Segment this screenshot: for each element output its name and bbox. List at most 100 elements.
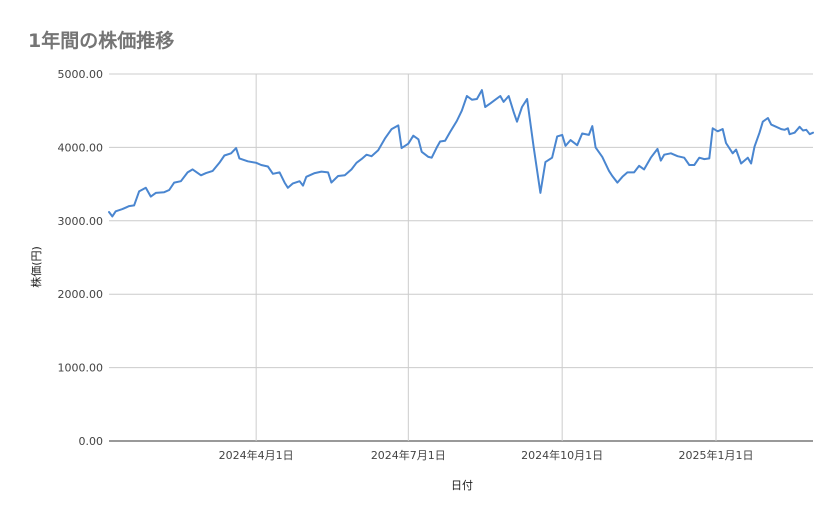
x-tick-label: 2024年7月1日	[371, 448, 446, 462]
data-point	[725, 142, 727, 144]
data-point	[377, 149, 379, 151]
data-point	[812, 132, 814, 134]
data-point	[128, 205, 130, 207]
data-point	[145, 187, 147, 189]
data-point	[783, 129, 785, 131]
data-point	[676, 155, 678, 157]
data-point	[758, 132, 760, 134]
data-point	[576, 144, 578, 146]
data-point	[564, 145, 566, 147]
data-point	[155, 192, 157, 194]
data-point	[173, 181, 175, 183]
data-point	[601, 156, 603, 158]
data-point	[421, 151, 423, 153]
data-point	[750, 162, 752, 164]
data-point	[513, 111, 515, 113]
data-point	[780, 128, 782, 130]
data-point	[650, 157, 652, 159]
series-group	[108, 89, 814, 218]
data-point	[283, 181, 285, 183]
data-point	[484, 106, 486, 108]
data-point	[108, 211, 110, 213]
data-point	[712, 127, 714, 129]
data-point	[611, 175, 613, 177]
data-point	[235, 147, 237, 149]
data-point	[205, 172, 207, 174]
data-point	[608, 170, 610, 172]
data-point	[502, 101, 504, 103]
data-point	[355, 162, 357, 164]
data-point	[740, 162, 742, 164]
data-point	[556, 135, 558, 137]
data-point	[350, 168, 352, 170]
x-axis-title: 日付	[451, 479, 473, 492]
data-point	[693, 164, 695, 166]
data-point	[793, 132, 795, 134]
data-point	[370, 155, 372, 157]
data-point	[180, 180, 182, 182]
data-point	[735, 148, 737, 150]
data-point	[643, 168, 645, 170]
data-point	[121, 208, 123, 210]
data-point	[390, 128, 392, 130]
data-point	[683, 157, 685, 159]
data-point	[747, 157, 749, 159]
data-point	[481, 89, 483, 91]
series-line	[108, 89, 814, 218]
y-tick-label: 1000.00	[58, 362, 104, 375]
data-point	[787, 127, 789, 129]
data-point	[305, 176, 307, 178]
data-point	[298, 180, 300, 182]
data-point	[191, 168, 193, 170]
data-point	[431, 157, 433, 159]
data-point	[278, 171, 280, 173]
data-point	[115, 210, 117, 212]
data-point	[588, 134, 590, 136]
data-point	[508, 95, 510, 97]
data-point	[327, 171, 329, 173]
data-point	[138, 190, 140, 192]
data-point	[337, 175, 339, 177]
data-point	[272, 173, 274, 175]
x-tick-label: 2025年1月1日	[679, 448, 754, 462]
data-point	[616, 181, 618, 183]
data-point	[539, 192, 541, 194]
data-point	[186, 171, 188, 173]
data-point	[461, 110, 463, 112]
data-point	[717, 130, 719, 132]
data-point	[218, 162, 220, 164]
data-point	[762, 121, 764, 123]
data-point	[526, 98, 528, 100]
data-point	[200, 174, 202, 176]
data-point	[267, 165, 269, 167]
data-point	[427, 156, 429, 158]
x-axis-tick-labels: 2024年4月1日 2024年7月1日 2024年10月1日 2025年1月1日	[219, 448, 754, 462]
data-point	[638, 165, 640, 167]
data-point	[238, 157, 240, 159]
data-point	[732, 152, 734, 154]
data-point	[133, 204, 135, 206]
data-point	[230, 152, 232, 154]
data-point	[722, 128, 724, 130]
data-point	[314, 172, 316, 174]
data-point	[400, 147, 402, 149]
data-point	[626, 171, 628, 173]
data-point	[260, 164, 262, 166]
data-point	[802, 129, 804, 131]
data-point	[365, 154, 367, 156]
y-tick-label: 5000.00	[58, 68, 104, 81]
data-point	[499, 95, 501, 97]
data-point	[320, 170, 322, 172]
data-point	[111, 215, 113, 217]
data-point	[412, 135, 414, 137]
y-tick-label: 2000.00	[58, 288, 104, 301]
data-point	[439, 140, 441, 142]
data-point	[621, 176, 623, 178]
data-point	[466, 95, 468, 97]
data-point	[247, 160, 249, 162]
data-point	[330, 181, 332, 183]
data-point	[551, 157, 553, 159]
data-point	[663, 154, 665, 156]
data-point	[591, 125, 593, 127]
data-point	[703, 158, 705, 160]
